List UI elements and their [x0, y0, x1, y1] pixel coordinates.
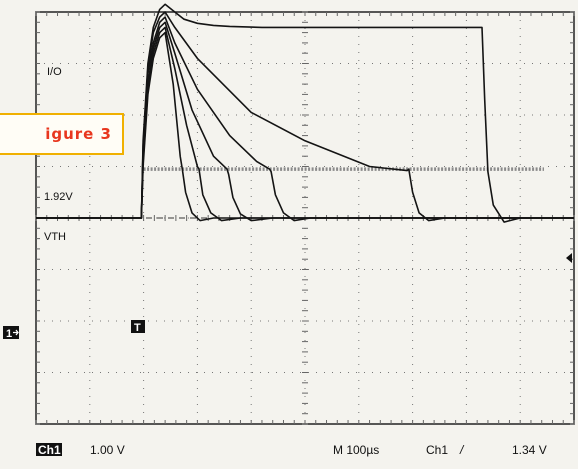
readout-bar: Ch1 1.00 V M 100µs Ch1 / 1.34 V: [36, 443, 547, 457]
figure-caption-box: igure 3: [0, 113, 124, 155]
ground-marker-label: 1: [6, 328, 12, 340]
waveform-trace-2: [36, 11, 574, 222]
figure-caption: igure 3: [45, 125, 112, 143]
waveform-trace-6: [36, 31, 574, 222]
timebase-readout: M 100µs: [333, 443, 379, 457]
trigger-slope-readout: /: [459, 443, 465, 457]
trigger-source-readout: Ch1: [426, 443, 448, 457]
trigger-level-arrow-icon: [566, 253, 572, 263]
trigger-point-label: T: [134, 322, 141, 334]
volts-per-div-readout: 1.00 V: [90, 443, 125, 457]
trigger-level-readout: 1.34 V: [512, 443, 547, 457]
vth-label: VTH: [44, 231, 66, 243]
ground-marker: 1: [3, 326, 19, 340]
voltage-label: 1.92V: [44, 191, 73, 203]
trigger-point-marker: T: [131, 320, 145, 334]
channel-badge: Ch1: [38, 443, 61, 457]
waveform-traces: [36, 3, 574, 223]
io-label: I/O: [47, 66, 62, 78]
